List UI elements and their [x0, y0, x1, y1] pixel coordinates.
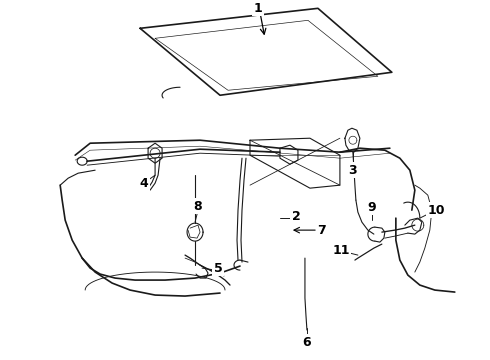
Text: 4: 4	[140, 177, 148, 190]
Text: 8: 8	[194, 200, 202, 213]
Text: 11: 11	[332, 244, 350, 257]
Text: 2: 2	[292, 210, 300, 222]
Text: 5: 5	[214, 262, 222, 275]
Text: 1: 1	[254, 2, 262, 15]
Text: 9: 9	[368, 201, 376, 213]
Text: 10: 10	[427, 204, 444, 217]
Text: 3: 3	[348, 164, 357, 177]
Text: 7: 7	[318, 224, 326, 237]
Text: 6: 6	[303, 336, 311, 348]
